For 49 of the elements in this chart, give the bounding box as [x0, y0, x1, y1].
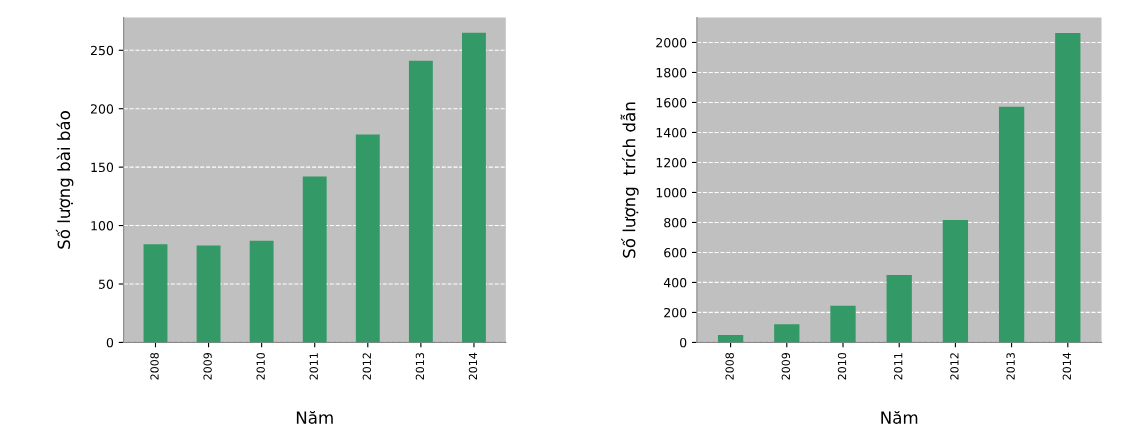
y-axis-title: Số lượng bài báo — [55, 111, 74, 249]
x-tick-label: 2008 — [150, 352, 159, 380]
y-tick-label: 200 — [664, 307, 687, 318]
y-tick-label: 1800 — [656, 67, 687, 78]
x-tick-label: 2011 — [309, 353, 318, 380]
y-tick-label: 150 — [91, 162, 114, 173]
x-tick-label: 2009 — [781, 352, 791, 380]
x-tick-label: 2013 — [1006, 353, 1015, 380]
y-tick-label: 0 — [680, 337, 687, 348]
bar — [942, 219, 969, 343]
y-tick-label: 0 — [106, 337, 114, 348]
y-tick-label: 1600 — [656, 97, 687, 108]
x-tick-label: 2013 — [415, 353, 425, 380]
x-axis-title: Năm — [296, 410, 333, 424]
x-tick-label: 2011 — [894, 353, 903, 380]
x-tick-label: 2014 — [1062, 352, 1072, 380]
y-tick-label: 2000 — [656, 37, 687, 48]
y-tick-label: 50 — [98, 279, 114, 289]
bar — [830, 305, 856, 343]
bar — [302, 176, 327, 343]
bar — [143, 244, 168, 343]
y-tick-label: 1400 — [656, 127, 687, 138]
x-tick-label: 2010 — [256, 352, 265, 380]
y-tick-label: 1000 — [656, 187, 687, 198]
bar — [355, 134, 380, 343]
x-tick-label: 2010 — [837, 352, 847, 380]
bar — [774, 324, 800, 343]
bar — [886, 275, 912, 343]
bar — [408, 60, 433, 343]
bar — [462, 32, 486, 343]
bar — [717, 335, 744, 343]
y-tick-label: 400 — [663, 277, 687, 288]
y-tick-label: 800 — [664, 217, 687, 228]
x-axis-title: Năm — [881, 410, 918, 424]
bar — [249, 240, 274, 343]
x-tick-label: 2014 — [468, 352, 478, 380]
bar — [196, 245, 221, 343]
y-tick-label: 200 — [90, 104, 114, 114]
bar — [998, 106, 1025, 343]
x-tick-label: 2008 — [725, 352, 734, 380]
y-tick-label: 250 — [90, 45, 114, 56]
y-axis-title: Số lượng trích dẫn — [620, 102, 639, 258]
x-tick-label: 2009 — [203, 352, 212, 380]
x-tick-label: 2012 — [950, 353, 959, 380]
bar — [1055, 33, 1081, 343]
y-tick-label: 600 — [664, 247, 687, 258]
y-tick-label: 100 — [91, 221, 114, 231]
y-tick-label: 1200 — [656, 157, 687, 168]
x-tick-label: 2012 — [362, 353, 372, 380]
